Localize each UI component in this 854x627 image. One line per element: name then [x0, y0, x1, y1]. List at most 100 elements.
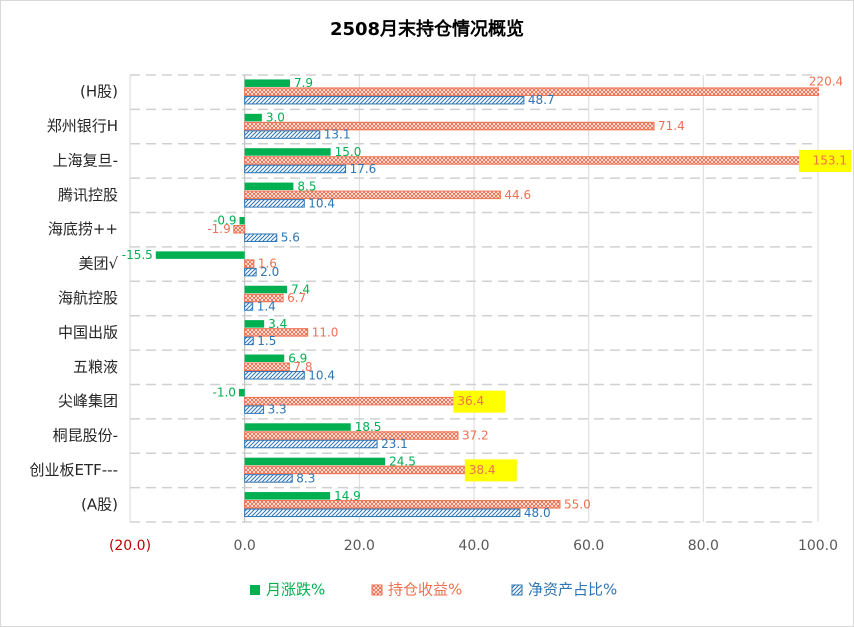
- bar: [244, 293, 284, 303]
- bar: [244, 508, 521, 518]
- bar: [244, 285, 288, 294]
- bar: [244, 431, 459, 440]
- bar: [244, 130, 321, 139]
- data-label: -15.5: [122, 248, 153, 262]
- data-label: 48.0: [524, 506, 551, 520]
- y-tick-label: 海航控股: [58, 289, 118, 307]
- data-label: 14.9: [334, 489, 361, 503]
- bar: [244, 492, 331, 500]
- bar: [244, 439, 378, 449]
- bar: [244, 328, 309, 337]
- legend-swatch: [511, 584, 523, 596]
- x-tick-label: 40.0: [458, 538, 489, 554]
- bar: [244, 474, 293, 483]
- x-tick-label: 20.0: [344, 538, 375, 554]
- x-tick-label: (20.0): [109, 538, 151, 554]
- data-label: 15.0: [335, 145, 362, 159]
- data-label: 2.0: [260, 265, 279, 279]
- x-tick-label: 60.0: [573, 538, 604, 554]
- data-label: 7.4: [291, 283, 310, 297]
- data-label: 71.4: [658, 119, 685, 133]
- data-label: 37.2: [462, 429, 489, 443]
- bar: [244, 199, 305, 208]
- bar: [244, 423, 351, 431]
- label-highlight: [464, 459, 517, 482]
- y-tick-label: 上海复旦-: [53, 151, 118, 169]
- bar: [244, 354, 285, 363]
- y-tick-label: 海底捞++: [48, 220, 118, 238]
- data-label: 6.7: [287, 291, 306, 305]
- data-label: 7.8: [293, 360, 312, 374]
- data-label: -1.9: [207, 222, 230, 236]
- y-tick-label: 创业板ETF---: [29, 461, 118, 479]
- data-label: 24.5: [389, 454, 416, 468]
- bar: [244, 148, 331, 156]
- bar: [244, 457, 386, 466]
- bar: [244, 320, 265, 328]
- bar: [238, 388, 245, 397]
- data-label: 10.4: [308, 196, 335, 210]
- data-label: 5.6: [281, 231, 300, 245]
- legend-label: 持仓收益%: [388, 581, 462, 599]
- bar: [244, 113, 262, 122]
- bar: [244, 259, 255, 268]
- bar: [244, 336, 254, 346]
- bar: [244, 302, 254, 311]
- data-label: 3.4: [268, 317, 287, 331]
- y-tick-label: 腾讯控股: [58, 186, 118, 204]
- bar: [244, 371, 305, 380]
- y-tick-label: 尖峰集团: [58, 392, 118, 410]
- data-label: 6.9: [288, 351, 307, 365]
- legend-label: 净资产占比%: [528, 581, 617, 599]
- data-label: 11.0: [312, 325, 339, 339]
- y-tick-label: 五粮液: [73, 358, 118, 376]
- bar: [244, 156, 819, 165]
- data-label: 55.0: [564, 497, 591, 511]
- data-label: 8.5: [297, 179, 316, 193]
- y-tick-label: 桐昆股份-: [53, 427, 118, 445]
- data-label: 17.6: [350, 162, 377, 176]
- data-label: 23.1: [381, 437, 408, 451]
- bar: [244, 405, 265, 414]
- x-tick-label: 0.0: [234, 538, 256, 554]
- data-label: 3.3: [268, 403, 287, 417]
- legend-swatch: [250, 585, 260, 595]
- y-tick-label: 郑州银行H: [47, 117, 118, 135]
- data-label: 7.9: [294, 76, 313, 90]
- bar: [244, 267, 257, 277]
- data-label: 153.1: [813, 153, 847, 167]
- bar: [244, 121, 655, 131]
- data-label: 13.1: [324, 128, 351, 142]
- label-highlight: [453, 390, 506, 413]
- data-label: 10.4: [308, 368, 335, 382]
- bar: [244, 182, 294, 191]
- x-tick-label: 100.0: [798, 538, 838, 554]
- bar: [244, 95, 525, 105]
- bar: [239, 216, 245, 225]
- label-highlight: [799, 149, 851, 172]
- y-tick-label: 美团√: [78, 255, 118, 273]
- bar: [244, 190, 501, 200]
- y-tick-label: (H股): [80, 83, 118, 101]
- data-label: 1.5: [257, 334, 276, 348]
- legend-swatch: [371, 584, 383, 596]
- data-label: 38.4: [469, 463, 496, 477]
- bar: [244, 79, 290, 87]
- data-label: -1.0: [213, 386, 236, 400]
- bar: [244, 500, 561, 509]
- bar: [155, 251, 245, 259]
- plot: [155, 79, 819, 518]
- data-label: 36.4: [457, 394, 484, 408]
- data-label: -0.9: [213, 214, 236, 228]
- data-label: 8.3: [296, 471, 315, 485]
- data-label: 220.4: [809, 74, 843, 88]
- data-label: 44.6: [504, 188, 531, 202]
- bar: [244, 362, 290, 372]
- bar: [244, 465, 466, 475]
- legend-label: 月涨跌%: [266, 581, 325, 599]
- data-label: 1.4: [257, 300, 276, 314]
- data-label: 18.5: [355, 420, 382, 434]
- bar: [233, 224, 246, 234]
- bar: [244, 164, 347, 174]
